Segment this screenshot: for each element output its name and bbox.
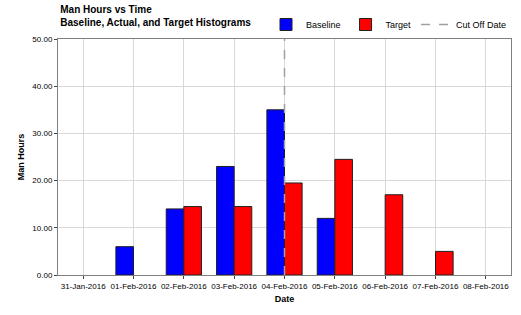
svg-text:08-Feb-2016: 08-Feb-2016 <box>463 282 509 291</box>
svg-text:Baseline: Baseline <box>306 20 341 30</box>
svg-text:05-Feb-2016: 05-Feb-2016 <box>312 282 358 291</box>
svg-text:31-Jan-2016: 31-Jan-2016 <box>61 282 106 291</box>
svg-text:04-Feb-2016: 04-Feb-2016 <box>262 282 308 291</box>
svg-text:Cut Off Date: Cut Off Date <box>456 20 506 30</box>
svg-text:30.00: 30.00 <box>32 129 53 138</box>
svg-text:50.00: 50.00 <box>32 35 53 44</box>
svg-text:06-Feb-2016: 06-Feb-2016 <box>362 282 408 291</box>
svg-text:01-Feb-2016: 01-Feb-2016 <box>111 282 157 291</box>
svg-text:02-Feb-2016: 02-Feb-2016 <box>161 282 207 291</box>
svg-text:03-Feb-2016: 03-Feb-2016 <box>211 282 257 291</box>
svg-text:Man Hours vs TimeBaseline, Act: Man Hours vs TimeBaseline, Actual, and T… <box>60 4 251 28</box>
svg-text:07-Feb-2016: 07-Feb-2016 <box>413 282 459 291</box>
svg-text:40.00: 40.00 <box>32 82 53 91</box>
svg-text:10.00: 10.00 <box>32 224 53 233</box>
svg-text:Target: Target <box>386 20 412 30</box>
svg-text:20.00: 20.00 <box>32 176 53 185</box>
svg-text:Man Hours: Man Hours <box>16 134 26 181</box>
svg-text:Date: Date <box>275 294 295 304</box>
svg-text:0.00: 0.00 <box>37 271 53 280</box>
